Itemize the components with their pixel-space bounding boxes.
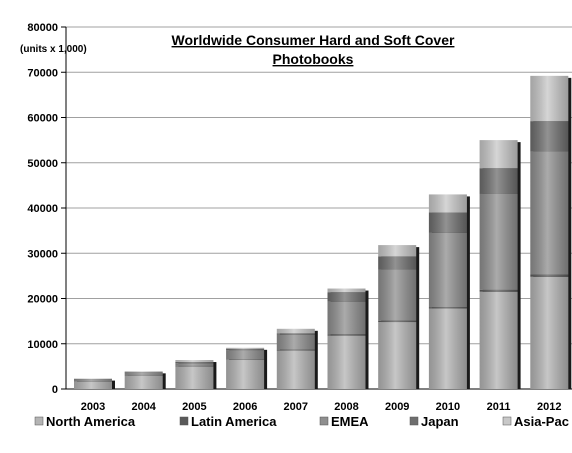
gridlines: [66, 26, 572, 345]
x-tick-label: 2007: [284, 401, 308, 413]
bar-shading: [479, 193, 518, 290]
bar-shading: [530, 75, 569, 122]
legend-item: Latin America: [179, 414, 277, 429]
x-tick-label: 2012: [537, 401, 561, 413]
bar-shading: [276, 334, 315, 350]
x-tick-label: 2009: [385, 401, 409, 413]
bar-shading: [276, 349, 315, 351]
bar-shading: [327, 301, 366, 335]
bar-stack-2011: [479, 140, 521, 389]
bar-shading: [479, 168, 518, 194]
bar-shading: [276, 350, 315, 389]
bar-shading: [378, 245, 417, 257]
x-tick-label: 2010: [436, 401, 460, 413]
bar-stack-2008: [327, 288, 369, 389]
y-tick-label: 50000: [27, 158, 58, 170]
x-tick-labels: 2003 2004 2005 2006 2007 2008 2009 2010 2011 2012: [81, 401, 562, 413]
bar-stack-2012: [530, 75, 572, 390]
bar-shading: [530, 274, 569, 277]
y-tick-label: 80000: [27, 22, 58, 34]
bar-shading: [226, 348, 265, 351]
bar-shading: [327, 334, 366, 336]
legend-swatch: [179, 416, 189, 426]
bar-shading: [124, 371, 163, 373]
legend-label: Japan: [421, 414, 459, 429]
legend-item: Japan: [409, 414, 459, 429]
bar-stack-2003: [74, 378, 115, 389]
legend-item: EMEA: [319, 414, 369, 429]
y-tick-label: 40000: [27, 203, 58, 215]
bar-shading: [226, 359, 265, 389]
bar-shading: [175, 360, 214, 362]
bar-stack-2006: [226, 347, 268, 389]
bar-shading: [327, 335, 366, 389]
bar-shading: [226, 350, 265, 360]
bar-shading: [479, 291, 518, 389]
legend-label: Latin America: [191, 414, 277, 429]
bar-shading: [226, 347, 265, 349]
bar-shading: [378, 322, 417, 389]
bar-shading: [175, 361, 214, 364]
bar-shading: [74, 379, 112, 382]
x-tick-label: 2008: [334, 401, 358, 413]
bar-shading: [124, 372, 163, 375]
bar-shading: [428, 308, 467, 389]
chart-title-line-1: Worldwide Consumer Hard and Soft Cover: [172, 32, 455, 48]
x-tick-label: 2006: [233, 401, 257, 413]
bar-stack-2005: [175, 360, 217, 389]
y-tick-label: 30000: [27, 248, 58, 260]
legend-swatch: [409, 416, 419, 426]
bar-shading: [378, 320, 417, 323]
bar-shading: [428, 212, 467, 233]
bar-shading: [530, 276, 569, 389]
bar-shading: [530, 121, 569, 152]
bar-shading: [428, 232, 467, 308]
x-tick-label: 2003: [81, 401, 105, 413]
x-tick-label: 2004: [131, 401, 156, 413]
bar-stack-2010: [428, 194, 470, 389]
legend-swatch: [319, 416, 329, 426]
bar-stack-2007: [276, 328, 318, 389]
bar-shading: [327, 292, 366, 302]
bar-shading: [327, 288, 366, 293]
unit-label: (units x 1,000): [20, 44, 87, 55]
bar-stack-2009: [378, 245, 420, 389]
y-tick-label: 60000: [27, 113, 58, 125]
x-tick-label: 2011: [487, 401, 511, 413]
bar-shading: [74, 381, 112, 389]
chart-title-line-2: Photobooks: [273, 51, 354, 67]
bar-shading: [276, 333, 315, 335]
bar-shading: [124, 375, 163, 389]
bar-shading: [428, 194, 467, 213]
bar-shading: [378, 256, 417, 270]
legend-label: North America: [46, 414, 136, 429]
y-tick-label: 20000: [27, 294, 58, 306]
bar-shading: [479, 289, 518, 292]
bar-shading: [378, 269, 417, 321]
legend-swatch: [502, 416, 512, 426]
legend-item: Asia-Pac: [502, 414, 569, 429]
legend-label: Asia-Pac: [514, 414, 569, 429]
bar-stack-2004: [124, 371, 166, 389]
y-tick-label: 0: [52, 384, 58, 396]
bar-shading: [175, 366, 214, 389]
legend: North America Latin America EMEA Japan Asia-…: [34, 414, 569, 429]
bar-shading: [530, 151, 569, 275]
bar-shading: [175, 363, 214, 366]
y-tick-label: 10000: [27, 339, 58, 351]
y-tick-label: 70000: [27, 67, 58, 79]
bar-shading: [428, 307, 467, 309]
bars: [74, 75, 572, 390]
legend-label: EMEA: [331, 414, 369, 429]
legend-item: North America: [34, 414, 136, 429]
bar-shading: [276, 328, 315, 334]
bar-shading: [479, 140, 518, 169]
y-tick-labels: 0 10000 20000 30000 40000 50000 60000 70000 8000…: [27, 22, 66, 396]
legend-swatch: [34, 416, 44, 426]
bar-shading: [124, 372, 163, 373]
x-tick-label: 2005: [182, 401, 206, 413]
